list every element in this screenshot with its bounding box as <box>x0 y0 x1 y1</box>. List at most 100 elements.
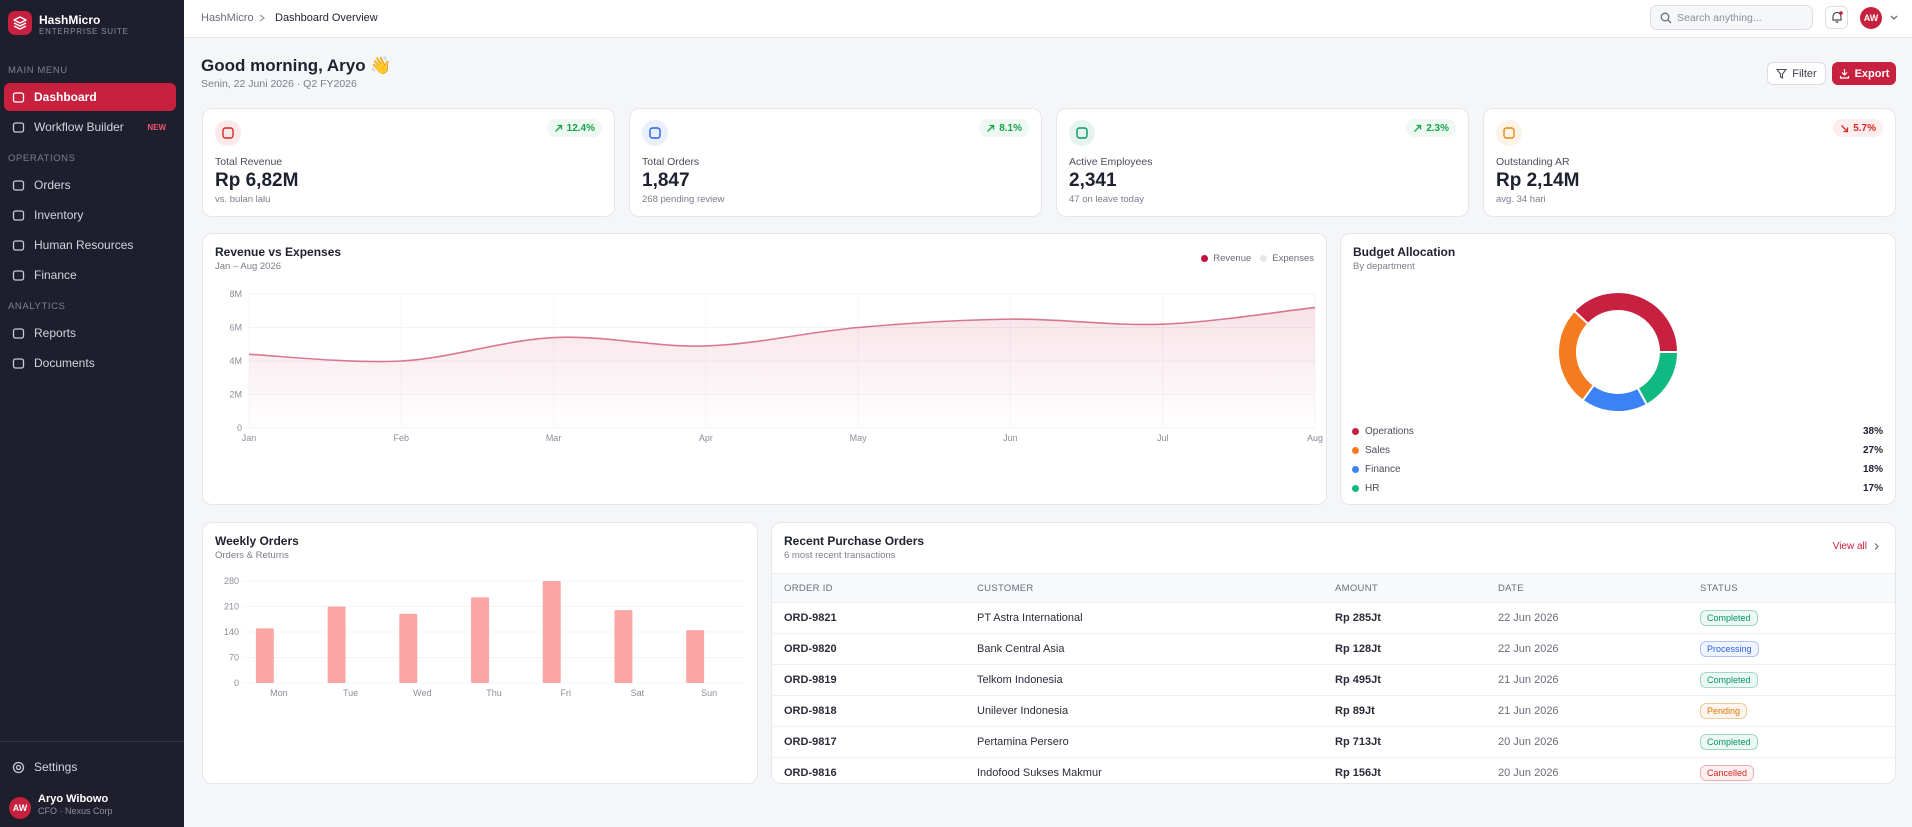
filter-button[interactable]: Filter <box>1767 62 1826 85</box>
order-row[interactable]: ORD-9820 Bank Central Asia Rp 128Jt 22 Jun … <box>772 633 1895 665</box>
order-row[interactable]: ORD-9816 Indofood Sukses Makmur Rp 156Jt 20… <box>772 758 1895 784</box>
y-tick-label: 280 <box>224 576 239 586</box>
x-tick-label: Feb <box>394 433 410 443</box>
chevron-path <box>1874 543 1879 550</box>
table-head: ORDER ID CUSTOMER AMOUNT DATE STATUS <box>772 573 1895 603</box>
nav-label: Inventory <box>34 208 84 222</box>
search-box[interactable]: Search anything... <box>1650 5 1813 30</box>
x-tick-label: Thu <box>486 688 502 698</box>
legend-swatch <box>1201 255 1209 262</box>
legend-item[interactable]: Revenue <box>1201 253 1251 264</box>
x-tick-label: Mar <box>546 433 562 443</box>
user-name: Aryo Wibowo <box>38 793 109 805</box>
x-tick-label: Tue <box>343 688 358 698</box>
line-chart: 0 2M 4M 6M 8M Jan Feb Mar Apr May Jun Jul Aug <box>229 289 1323 443</box>
legend-label: Operations <box>1365 425 1414 437</box>
cell: Bank Central Asia <box>965 633 1323 665</box>
nav-icon-shape <box>12 269 25 281</box>
trend-arrow <box>987 124 995 132</box>
trend-arrow <box>1841 124 1849 132</box>
notifications-button[interactable] <box>1825 6 1848 29</box>
y-tick-label: 4M <box>229 356 242 366</box>
x-tick-label: Apr <box>699 433 713 443</box>
bar <box>614 610 633 683</box>
order-row[interactable]: ORD-9821 PT Astra International Rp 285Jt 22… <box>772 602 1895 634</box>
chart-subtitle: 6 most recent transactions <box>784 550 896 561</box>
chart-subtitle: Orders & Returns <box>215 550 289 561</box>
y-tick-label: 8M <box>229 289 242 299</box>
kpi-icon <box>215 120 241 146</box>
kpi-icon <box>642 120 668 146</box>
kpi-icon-shape <box>649 127 661 139</box>
status-badge: Completed <box>1700 734 1758 750</box>
legend-row: Operations 38% <box>1352 424 1883 438</box>
settings-link[interactable]: Settings <box>4 753 172 781</box>
kpi-value: 1,847 <box>642 170 690 191</box>
table-body: ORD-9821 PT Astra International Rp 285Jt 22… <box>772 602 1895 784</box>
legend-swatch <box>1352 446 1359 454</box>
legend-label: Revenue <box>1213 253 1252 264</box>
nav-label: Dashboard <box>34 90 97 104</box>
area <box>249 307 1315 428</box>
bell-icon <box>1832 11 1843 23</box>
trend-arrow-path <box>1841 124 1849 132</box>
kpi-value: Rp 2,14M <box>1496 170 1580 191</box>
kpi-icon <box>1496 120 1522 146</box>
x-tick-label: Jun <box>1003 433 1018 443</box>
nav-item[interactable]: Orders <box>4 171 176 199</box>
legend-row: HR 17% <box>1352 481 1883 495</box>
kpi-label: Total Orders <box>642 156 700 168</box>
y-tick-label: 0 <box>234 678 239 688</box>
weekly-orders-card: Weekly Orders Orders & Returns 0 70 140 210 28… <box>202 522 758 784</box>
bar-chart: 0 70 140 210 280 Mon Tue Wed Thu Fri Sat Sun <box>224 576 745 698</box>
nav-icon <box>12 209 25 221</box>
cell: ORD-9818 <box>772 695 965 727</box>
legend-swatch <box>1260 255 1268 262</box>
nav-item[interactable]: Inventory <box>4 201 176 229</box>
brand-tagline: ENTERPRISE SUITE <box>39 27 129 36</box>
avatar[interactable]: AW <box>1860 7 1882 29</box>
x-tick-label: Aug <box>1307 433 1323 443</box>
legend-item[interactable]: Expenses <box>1260 253 1314 264</box>
column-header: DATE <box>1486 573 1688 603</box>
filter-icon <box>1776 68 1788 79</box>
cell: Processing <box>1688 633 1895 665</box>
nav-item[interactable]: Workflow Builder NEW <box>4 113 176 141</box>
nav-item[interactable]: Documents <box>4 349 176 377</box>
nav-item[interactable]: Dashboard <box>4 83 176 111</box>
y-tick-label: 210 <box>224 602 239 612</box>
nav-icon <box>12 121 25 133</box>
chart-title: Recent Purchase Orders <box>784 534 925 548</box>
kpi-icon-glyph <box>1503 127 1515 139</box>
nav-label: Reports <box>34 326 77 340</box>
nav: MAIN MENU Dashboard Workflow Builder NEW OPE… <box>0 61 184 377</box>
order-row[interactable]: ORD-9819 Telkom Indonesia Rp 495Jt 21 Jun 2… <box>772 664 1895 696</box>
user-avatar[interactable]: AW <box>9 797 31 819</box>
sidebar: HashMicro ENTERPRISE SUITE MAIN MENU Dash… <box>0 0 184 827</box>
search-placeholder: Search anything... <box>1677 12 1762 24</box>
nav-label: Finance <box>34 268 77 282</box>
nav-icon-shape <box>12 121 25 133</box>
order-row[interactable]: ORD-9818 Unilever Indonesia Rp 89Jt 21 Jun … <box>772 695 1895 727</box>
nav-label: Workflow Builder <box>34 120 124 134</box>
status-badge: Processing <box>1700 641 1759 657</box>
greeting-title: Good morning, Aryo 👋 <box>201 56 392 75</box>
order-row[interactable]: ORD-9817 Pertamina Persero Rp 713Jt 20 Jun … <box>772 726 1895 758</box>
bar <box>471 597 489 683</box>
nav-item[interactable]: Human Resources <box>4 231 176 259</box>
breadcrumb-root[interactable]: HashMicro <box>201 12 254 24</box>
legend-swatch <box>1352 427 1359 435</box>
kpi-note: 268 pending review <box>642 194 725 205</box>
nav-icon-shape <box>12 327 25 339</box>
export-button[interactable]: Export <box>1832 62 1896 85</box>
view-all-link[interactable]: View all <box>1833 541 1881 552</box>
cell: 21 Jun 2026 <box>1486 664 1688 696</box>
revenue-card: Revenue vs Expenses Jan – Aug 2026 Revenue… <box>202 233 1327 505</box>
settings-icon <box>12 761 25 773</box>
nav-item[interactable]: Reports <box>4 319 176 347</box>
nav-item[interactable]: Finance <box>4 261 176 289</box>
kpi-card: 2.3% Active Employees 2,341 47 on leave tod… <box>1056 108 1469 217</box>
nav-badge: NEW <box>147 122 166 132</box>
avatar-chevron[interactable] <box>1889 14 1899 22</box>
